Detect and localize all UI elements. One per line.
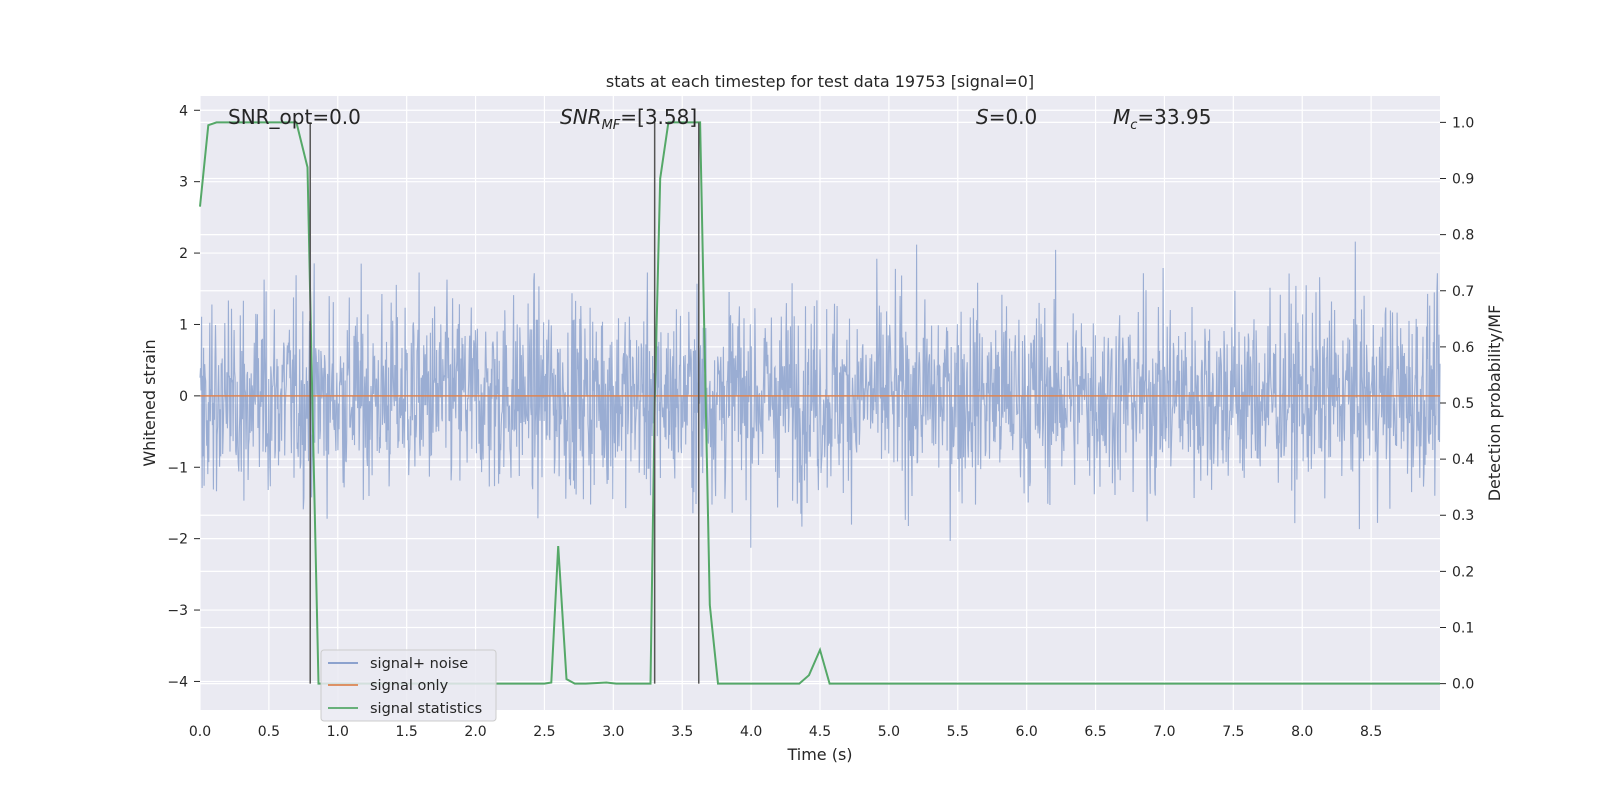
- y2-tick-label: 0.9: [1452, 172, 1474, 188]
- x-axis-ticks: 0.0 0.5 1.0 1.5 2.0 2.5 3.0 3.5 4.0 4.5 5.0 5.5 6.0 6…: [189, 724, 1382, 740]
- grid: [199, 96, 1440, 710]
- legend-label-signal-noise: signal+ noise: [370, 656, 468, 672]
- y2-tick-label: 0.2: [1452, 564, 1474, 580]
- legend-box: [320, 649, 497, 722]
- annotation-mc: Mc=33.95: [1113, 105, 1211, 133]
- y-tick-label: −2: [167, 532, 188, 548]
- y-axis-ticks: 4 3 2 1 0 −1 −2 −3 −4: [167, 103, 200, 690]
- x-tick-label: 2.5: [533, 724, 555, 740]
- x-tick-label: 1.5: [396, 724, 418, 740]
- annotation-mc-sub: c: [1130, 118, 1137, 133]
- y2-tick-label: 0.3: [1452, 508, 1474, 524]
- x-tick-label: 4.0: [740, 724, 762, 740]
- y-tick-label: 0: [179, 389, 188, 405]
- y2-tick-label: 0.5: [1452, 396, 1474, 412]
- annotation-snr-mf-base: SNR: [560, 105, 602, 129]
- y-tick-label: −1: [167, 460, 188, 476]
- x-tick-label: 3.5: [671, 724, 693, 740]
- y2-tick-label: 1.0: [1452, 115, 1474, 131]
- x-tick-label: 5.0: [878, 724, 900, 740]
- y-tick-label: −4: [167, 674, 188, 690]
- y2-tick-label: 0.6: [1452, 340, 1474, 356]
- x-tick-label: 1.0: [327, 724, 349, 740]
- signal-statistics-line: [199, 121, 1440, 685]
- annotation-s-value: =0.0: [989, 105, 1038, 129]
- annotation-mc-base: M: [1113, 105, 1130, 129]
- y-axis-label: Whitened strain: [140, 339, 159, 466]
- x-tick-label: 3.0: [602, 724, 624, 740]
- x-tick-label: 0.0: [189, 724, 211, 740]
- y2-tick-label: 0.8: [1452, 228, 1474, 244]
- y2-axis-ticks: 1.0 0.9 0.8 0.7 0.6 0.5 0.4 0.3 0.2 0.1 0.0: [1440, 115, 1474, 693]
- annotation-s-base: S: [976, 105, 989, 129]
- x-tick-label: 8.0: [1291, 724, 1313, 740]
- series-signal-noise: [199, 241, 1441, 548]
- annotation-s: S=0.0: [976, 105, 1037, 129]
- y2-tick-label: 0.4: [1452, 452, 1474, 468]
- x-tick-label: 2.0: [464, 724, 486, 740]
- annotation-snr-mf: SNRMF=[3.58]: [560, 105, 697, 133]
- annotation-snr-opt: SNR_opt=0.0: [228, 105, 361, 129]
- legend: signal+ noise signal only signal statist…: [320, 649, 497, 722]
- y2-tick-label: 0.7: [1452, 284, 1474, 300]
- y2-axis-label: Detection probability/MF: [1485, 305, 1504, 502]
- x-tick-label: 7.0: [1153, 724, 1175, 740]
- annotation-snr-mf-sub: MF: [602, 118, 621, 133]
- y2-tick-label: 0.1: [1452, 620, 1474, 636]
- y-tick-label: 4: [179, 103, 188, 119]
- vertical-markers: [309, 122, 700, 684]
- x-tick-label: 8.5: [1360, 724, 1382, 740]
- x-tick-label: 6.0: [1016, 724, 1038, 740]
- y-tick-label: 3: [179, 175, 188, 191]
- annotation-mc-value: =33.95: [1137, 105, 1211, 129]
- chart-title: stats at each timestep for test data 197…: [606, 72, 1034, 91]
- annotation-snr-mf-value: =[3.58]: [620, 105, 697, 129]
- x-tick-label: 0.5: [258, 724, 280, 740]
- x-tick-label: 4.5: [809, 724, 831, 740]
- y-tick-label: −3: [167, 603, 188, 619]
- legend-label-signal-only: signal only: [370, 678, 449, 694]
- x-axis-label: Time (s): [786, 745, 852, 764]
- y2-tick-label: 0.0: [1452, 677, 1474, 693]
- x-tick-label: 7.5: [1222, 724, 1244, 740]
- x-tick-label: 6.5: [1084, 724, 1106, 740]
- x-tick-label: 5.5: [947, 724, 969, 740]
- y-tick-label: 1: [179, 317, 188, 333]
- series-signal-statistics: [199, 121, 1440, 685]
- legend-label-signal-statistics: signal statistics: [370, 701, 482, 717]
- y-tick-label: 2: [179, 246, 188, 262]
- noise-line: [199, 241, 1441, 548]
